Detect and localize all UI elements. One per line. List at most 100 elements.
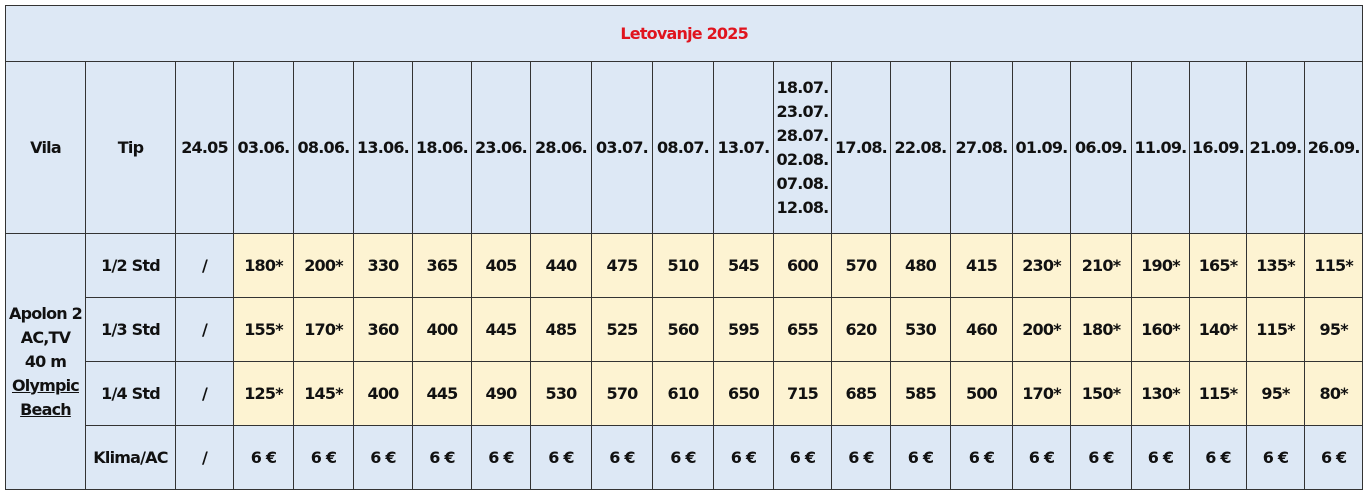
- price-cell: 230*: [1012, 233, 1071, 298]
- price-cell: 80*: [1303, 361, 1364, 426]
- price-cell: /: [175, 297, 234, 362]
- price-cell: 6 €: [293, 425, 354, 490]
- column-header: 28.06.: [530, 61, 592, 234]
- price-cell: 6 €: [471, 425, 531, 490]
- price-cell: 445: [412, 361, 472, 426]
- price-cell: 145*: [293, 361, 354, 426]
- price-cell: 500: [950, 361, 1013, 426]
- price-cell: 6 €: [773, 425, 832, 490]
- price-cell: /: [175, 361, 234, 426]
- price-cell: 6 €: [1012, 425, 1071, 490]
- price-cell: 6 €: [1131, 425, 1190, 490]
- price-cell: 510: [652, 233, 714, 298]
- price-cell: 620: [831, 297, 891, 362]
- room-type: Klima/AC: [85, 425, 176, 490]
- column-header: Vila: [5, 61, 86, 234]
- price-cell: 180*: [233, 233, 294, 298]
- header-row: Vila Tip 24.05 03.06. 08.06. 13.06. 18.06. 23.0…: [5, 61, 1364, 234]
- villa-cell: Apolon 2 AC,TV 40 m Olympic Beach: [5, 233, 86, 490]
- price-cell: 95*: [1303, 297, 1364, 362]
- price-cell: 115*: [1303, 233, 1364, 298]
- header-line: 23.07.: [776, 101, 830, 121]
- price-cell: 530: [890, 297, 951, 362]
- price-cell: 610: [652, 361, 714, 426]
- price-cell: 6 €: [1303, 425, 1364, 490]
- data-row: Apolon 2 AC,TV 40 m Olympic Beach 1/2 Std/1…: [5, 233, 1364, 490]
- price-cell: 595: [713, 297, 774, 362]
- price-cell: 180*: [1070, 297, 1132, 362]
- price-cell: 600: [773, 233, 832, 298]
- price-cell: 6 €: [1246, 425, 1305, 490]
- price-cell: 6 €: [713, 425, 774, 490]
- price-cell: 150*: [1070, 361, 1132, 426]
- column-header: 03.07.: [591, 61, 653, 234]
- villa-link[interactable]: Olympic Beach: [11, 375, 80, 419]
- price-cell: 330: [353, 233, 413, 298]
- price-cell: 160*: [1131, 297, 1190, 362]
- price-cell: 200*: [1012, 297, 1071, 362]
- price-cell: 6 €: [950, 425, 1013, 490]
- room-type: 1/4 Std: [85, 361, 176, 426]
- price-cell: 480: [890, 233, 951, 298]
- table-title: Letovanje 2025: [4, 5, 1364, 62]
- price-cell: 440: [530, 233, 592, 298]
- column-header: 18.07. 23.07. 28.07. 02.08. 07.08. 12.08.: [773, 61, 832, 234]
- price-cell: 6 €: [353, 425, 413, 490]
- villa-size: 40 m: [24, 351, 67, 371]
- price-cell: 570: [591, 361, 653, 426]
- price-cell: 6 €: [591, 425, 653, 490]
- price-cell: 6 €: [890, 425, 951, 490]
- price-cell: 155*: [233, 297, 294, 362]
- price-cell: 530: [530, 361, 592, 426]
- column-header: 18.06.: [412, 61, 472, 234]
- price-cell: 650: [713, 361, 774, 426]
- price-cell: 125*: [233, 361, 294, 426]
- price-cell: 475: [591, 233, 653, 298]
- price-cell: 360: [353, 297, 413, 362]
- price-table: Letovanje 2025 Vila Tip 24.05 03.06. 08.06. 1…: [4, 5, 1364, 490]
- price-cell: /: [175, 233, 234, 298]
- column-header: 21.09.: [1246, 61, 1305, 234]
- price-cell: 200*: [293, 233, 354, 298]
- price-cell: 115*: [1189, 361, 1247, 426]
- data-row: 1/4 Std/125* 145* 400 445 490 530 570 610 650 715…: [6, 361, 1364, 426]
- price-cell: 405: [471, 233, 531, 298]
- data-row: Klima/AC/6 €6 €6 €6 €6 €6 €6 €6 €6 €6 €6…: [6, 425, 1364, 490]
- column-header: 13.06.: [353, 61, 413, 234]
- header-line: 18.07.: [776, 77, 830, 97]
- price-cell: 170*: [1012, 361, 1071, 426]
- column-header: 22.08.: [890, 61, 951, 234]
- price-cell: 485: [530, 297, 592, 362]
- price-cell: 400: [353, 361, 413, 426]
- column-header: 26.09.: [1303, 61, 1364, 234]
- price-cell: 95*: [1246, 361, 1305, 426]
- price-cell: 715: [773, 361, 832, 426]
- column-header: 08.06.: [293, 61, 354, 234]
- header-line: 12.08.: [776, 197, 830, 217]
- price-cell: 460: [950, 297, 1013, 362]
- price-cell: 6 €: [1070, 425, 1132, 490]
- column-header: 06.09.: [1070, 61, 1132, 234]
- price-cell: 685: [831, 361, 891, 426]
- column-header: 24.05: [175, 61, 234, 234]
- price-cell: 6 €: [831, 425, 891, 490]
- header-line: 02.08.: [776, 149, 830, 169]
- price-cell: 6 €: [530, 425, 592, 490]
- price-cell: 115*: [1246, 297, 1305, 362]
- room-type: 1/3 Std: [85, 297, 176, 362]
- data-row: 1/3 Std/155* 170* 360 400 445 485 525 560 595 655…: [6, 297, 1364, 362]
- price-cell: 570: [831, 233, 891, 298]
- column-header: 01.09.: [1012, 61, 1071, 234]
- price-cell: 365: [412, 233, 472, 298]
- price-cell: 130*: [1131, 361, 1190, 426]
- price-cell: 6 €: [1189, 425, 1247, 490]
- column-header: 23.06.: [471, 61, 531, 234]
- price-cell: 6 €: [233, 425, 294, 490]
- column-header: 13.07.: [713, 61, 774, 234]
- price-cell: 560: [652, 297, 714, 362]
- price-cell: 655: [773, 297, 832, 362]
- column-header: 17.08.: [831, 61, 891, 234]
- header-line: 07.08.: [776, 173, 830, 193]
- price-cell: 415: [950, 233, 1013, 298]
